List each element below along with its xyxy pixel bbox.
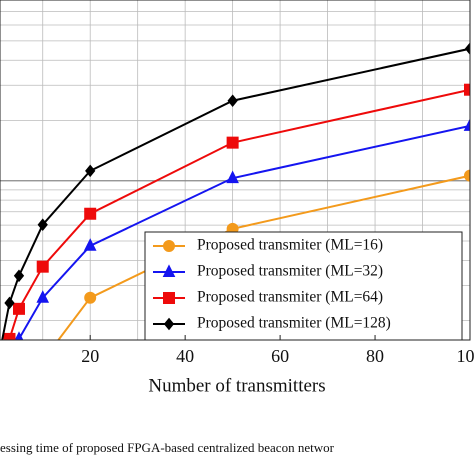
marker [14, 331, 24, 340]
series-line [17, 124, 470, 340]
x-tick-label: 100 [457, 346, 474, 366]
marker [226, 136, 239, 149]
marker [4, 364, 15, 375]
marker [463, 118, 470, 131]
marker [163, 240, 175, 252]
marker [85, 164, 96, 178]
legend-box [144, 231, 463, 341]
marker [84, 291, 97, 304]
marker [163, 292, 175, 304]
x-tick-label: 60 [271, 346, 289, 366]
marker [464, 42, 470, 55]
marker [84, 207, 97, 220]
marker [4, 296, 15, 310]
marker [13, 269, 25, 283]
marker [0, 345, 5, 356]
marker [163, 317, 175, 331]
legend-label: Proposed transmiter (ML=16) [197, 237, 383, 254]
marker [162, 264, 176, 277]
legend-label: Proposed transmiter (ML=32) [197, 263, 383, 280]
legend-label: Proposed transmiter (ML=64) [197, 289, 383, 306]
marker [12, 302, 25, 315]
legend: Proposed transmiter (ML=16) Proposed tran… [144, 231, 463, 341]
marker [83, 238, 97, 251]
marker [36, 260, 49, 273]
x-axis-label: Number of transmitters [148, 375, 325, 396]
marker [37, 218, 48, 231]
marker [36, 290, 50, 303]
legend-label: Proposed transmiter (ML=128) [197, 315, 391, 332]
marker [227, 94, 238, 108]
marker [37, 355, 48, 366]
x-tick-label: 20 [81, 346, 99, 366]
marker [3, 332, 16, 340]
x-tick-label: 40 [176, 346, 194, 366]
marker [0, 396, 6, 407]
marker [226, 170, 239, 184]
caption: essing time of proposed FPGA-based centr… [0, 440, 335, 455]
x-tick-label: 80 [366, 346, 384, 366]
marker [464, 83, 470, 96]
marker [464, 169, 470, 182]
